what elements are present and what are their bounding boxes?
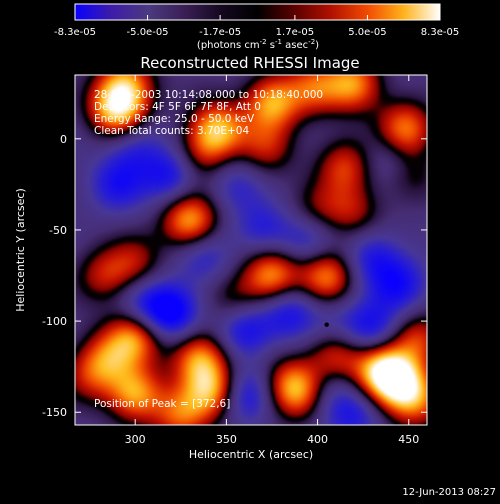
colorbar-tick-label: -5.0e-05 [127, 27, 169, 38]
annotation-line-clean: Clean Total counts: 3.70E+04 [94, 125, 249, 137]
x-tick-label: 450 [398, 433, 419, 446]
annotation-line-time: 28-Sep-2003 10:14:08.000 to 10:18:40.000 [94, 89, 323, 101]
x-tick-label: 400 [307, 433, 328, 446]
colorbar-tick-label: -1.7e-05 [199, 27, 241, 38]
colorbar-tick-label: 5.0e-05 [348, 27, 386, 38]
colorbar-tick-label: 1.7e-05 [276, 27, 314, 38]
annotation-line-detectors: Detectors: 4F 5F 6F 7F 8F, Att 0 [94, 101, 261, 113]
heatmap-image [75, 75, 427, 425]
y-tick-label: -50 [49, 224, 67, 237]
colorbar-tick-label: -8.3e-05 [54, 27, 96, 38]
colorbar: -8.3e-05 -5.0e-05 -1.7e-05 1.7e-05 5.0e-05 8.… [54, 3, 459, 51]
colorbar-units: (photons cm-2 s-1 asec-2) [197, 38, 319, 51]
heatmap-area [75, 75, 427, 425]
colorbar-gradient [74, 3, 441, 21]
x-tick-label: 300 [125, 433, 146, 446]
y-tick-label: -150 [42, 406, 67, 419]
x-axis-label: Heliocentric X (arcsec) [189, 448, 313, 461]
annotation-line-energy: Energy Range: 25.0 - 50.0 keV [94, 113, 255, 125]
peak-position-label: Position of Peak = [372,6] [94, 398, 230, 410]
x-tick-label: 350 [216, 433, 237, 446]
y-axis-label: Heliocentric Y (arcsec) [14, 188, 27, 312]
colorbar-tick-label: 8.3e-05 [421, 27, 459, 38]
colorbar-ticks: -8.3e-05 -5.0e-05 -1.7e-05 1.7e-05 5.0e-05 8.… [54, 15, 459, 38]
x-axis: 300 350 400 450 [125, 75, 419, 446]
y-axis: 0 -50 -100 -150 [42, 133, 427, 419]
annotation-block: 28-Sep-2003 10:14:08.000 to 10:18:40.000… [94, 89, 323, 137]
y-tick-label: -100 [42, 315, 67, 328]
chart-title: Reconstructed RHESSI Image [140, 54, 359, 72]
footer-timestamp: 12-Jun-2013 08:27 [402, 487, 496, 498]
plot-frame [74, 74, 428, 426]
y-tick-label: 0 [60, 133, 67, 146]
peak-marker [324, 322, 329, 327]
